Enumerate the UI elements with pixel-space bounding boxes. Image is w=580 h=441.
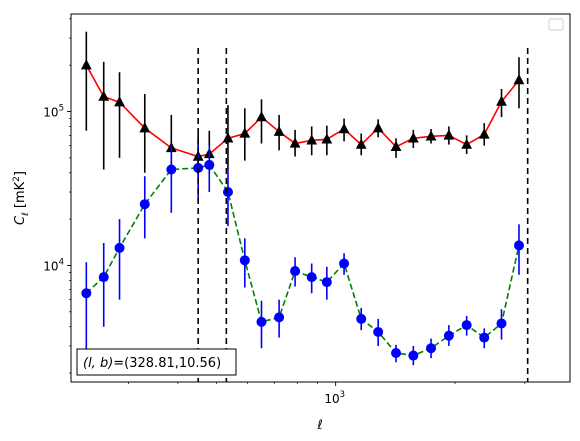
- series-0-point-12: [306, 134, 318, 145]
- annotation-prefix: (l, b): [83, 356, 113, 371]
- series-1-point-7: [222, 187, 233, 198]
- series-0-point-24: [513, 74, 525, 85]
- series-0-line: [85, 64, 520, 158]
- series-1-point-22: [479, 332, 490, 343]
- series-0-point-11: [289, 137, 301, 148]
- legend-box: [548, 18, 564, 31]
- annotation-value: =(328.81,10.56): [113, 356, 221, 371]
- series-0-point-14: [338, 122, 350, 134]
- series-1-point-24: [513, 240, 524, 251]
- series-0-point-8: [239, 127, 251, 138]
- series-0-point-1: [98, 90, 110, 101]
- axis-ticks: 103 104 105: [43, 18, 526, 406]
- series-0-point-7: [222, 132, 234, 143]
- series-0-point-22: [478, 128, 490, 139]
- series-1-point-2: [114, 242, 125, 253]
- series-1-point-15: [356, 313, 367, 324]
- series-1-point-23: [496, 318, 507, 329]
- series-0-point-9: [256, 111, 267, 122]
- series-1-point-12: [306, 272, 317, 283]
- series-1-point-21: [461, 320, 472, 331]
- annotation-text: (l, b)=(328.81,10.56): [83, 356, 221, 371]
- series-0: [80, 31, 525, 180]
- series-1-point-11: [290, 266, 301, 277]
- series-0-point-21: [461, 138, 473, 149]
- series-1-point-4: [166, 164, 177, 175]
- y-tick-label-1: 105: [43, 104, 64, 120]
- series-1: [81, 144, 524, 366]
- series-1-point-1: [98, 272, 109, 283]
- annotation: (l, b)=(328.81,10.56): [76, 348, 237, 376]
- series-1-point-17: [391, 348, 402, 359]
- series-1-point-14: [339, 258, 350, 269]
- series-0-point-10: [273, 125, 285, 136]
- y-tick-label-0: 104: [43, 257, 64, 273]
- series-1-point-16: [373, 326, 384, 337]
- series-layer: [80, 31, 525, 366]
- series-1-point-18: [408, 350, 419, 361]
- series-0-point-16: [372, 122, 384, 133]
- series-0-point-0: [80, 59, 92, 70]
- series-1-point-9: [256, 316, 267, 327]
- series-0-point-3: [139, 122, 151, 133]
- series-1-point-6: [204, 159, 215, 170]
- series-1-point-20: [443, 330, 454, 341]
- series-1-point-8: [239, 255, 250, 266]
- series-1-point-5: [193, 162, 204, 173]
- x-axis-label: ℓ: [316, 418, 322, 433]
- series-0-point-13: [321, 133, 333, 144]
- series-1-point-10: [274, 312, 285, 323]
- reference-lines: [197, 48, 529, 382]
- series-1-line: [85, 163, 520, 357]
- series-0-point-18: [407, 132, 419, 143]
- series-0-point-23: [496, 95, 507, 106]
- series-1-point-3: [139, 199, 150, 210]
- series-1-point-0: [81, 288, 92, 299]
- y-axis-label: Cℓ [mK2]: [12, 171, 31, 225]
- series-0-point-15: [355, 138, 367, 149]
- x-tick-label-0: 103: [324, 390, 345, 406]
- series-1-point-19: [426, 343, 437, 354]
- series-0-point-2: [114, 96, 125, 107]
- plot-frame: [70, 13, 571, 383]
- series-0-point-20: [443, 129, 455, 140]
- series-1-point-13: [321, 277, 332, 288]
- series-0-point-19: [425, 130, 437, 141]
- annotation-box: [76, 348, 237, 376]
- series-0-point-17: [390, 140, 402, 151]
